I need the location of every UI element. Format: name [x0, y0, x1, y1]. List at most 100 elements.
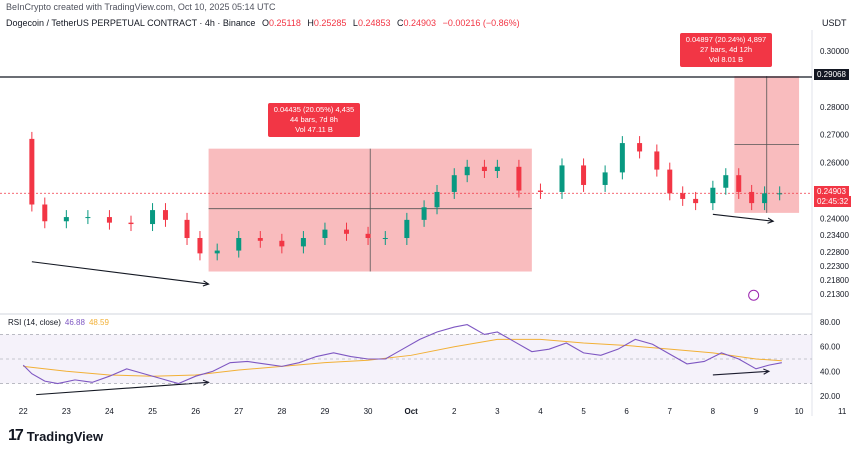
x-tick-label: 22 — [19, 407, 28, 416]
candle-up — [150, 210, 156, 225]
last-price-tag: 0.24903 — [814, 186, 849, 197]
candle-down — [42, 204, 48, 222]
rsi-line — [22, 324, 782, 385]
candle-down — [257, 238, 263, 241]
candle-down — [581, 165, 587, 185]
level-price-tag: 0.29068 — [814, 69, 849, 80]
rsi-tick-label: 20.00 — [820, 392, 841, 401]
x-tick-label: 4 — [538, 407, 543, 416]
x-tick-label: 26 — [191, 407, 200, 416]
candle-down — [680, 193, 686, 199]
candle-down — [516, 166, 522, 191]
candle-down — [537, 190, 543, 192]
candle-up — [494, 166, 500, 171]
price-tick-label: 0.22300 — [820, 262, 849, 271]
change-value: −0.00216 (−0.86%) — [442, 18, 520, 28]
price-tick-label: 0.23400 — [820, 231, 849, 240]
candle-up — [382, 238, 388, 240]
divergence-arrow-1-head — [202, 280, 210, 287]
x-tick-label: 2 — [452, 407, 457, 416]
candle-down — [184, 219, 190, 239]
tradingview-logo[interactable]: 17 TradingView — [8, 427, 103, 445]
candle-up — [300, 238, 306, 247]
candle-down — [106, 217, 112, 223]
x-tick-label: 6 — [624, 407, 629, 416]
candle-down — [736, 175, 742, 192]
rsi-divergence-arrow-2-head — [763, 368, 771, 375]
candle-up — [451, 175, 457, 192]
created-note: BeInCrypto created with TradingView.com,… — [6, 2, 276, 12]
o-label: O — [261, 18, 269, 28]
x-tick-label: 29 — [320, 407, 329, 416]
x-tick-label: 30 — [364, 407, 373, 416]
candle-down — [481, 166, 487, 171]
x-tick-label: 7 — [668, 407, 673, 416]
rsi-tick-label: 40.00 — [820, 367, 841, 376]
price-tick-label: 0.22800 — [820, 248, 849, 257]
measure1-line1: 0.04435 (20.05%) 4,435 — [273, 105, 355, 114]
price-tick-label: 0.26000 — [820, 159, 849, 168]
divergence-arrow-1 — [31, 261, 209, 285]
candle-up — [464, 166, 470, 176]
rsi-divergence-arrow-1-head — [202, 379, 210, 386]
measure1-line3: Vol 47.11 B — [295, 125, 333, 134]
price-tick-label: 0.21800 — [820, 276, 849, 285]
x-tick-label: 28 — [277, 407, 286, 416]
candle-down — [365, 233, 371, 239]
rsi-tick-label: 60.00 — [820, 343, 841, 352]
x-tick-label: 8 — [711, 407, 716, 416]
currency-label: USDT — [822, 18, 847, 28]
x-tick-label: 9 — [754, 407, 759, 416]
x-tick-label: 10 — [795, 407, 804, 416]
rsi-tick-label: 80.00 — [820, 318, 841, 327]
x-tick-label: 25 — [148, 407, 157, 416]
rsi-legend: RSI (14, close) 46.88 48.59 — [8, 318, 109, 327]
candle-up — [619, 143, 625, 173]
rsi-value: 46.88 — [64, 318, 85, 327]
measure2-line2: 27 bars, 4d 12h — [699, 45, 753, 54]
measure1-line2: 44 bars, 7d 8h — [290, 115, 338, 124]
x-tick-label: 3 — [495, 407, 500, 416]
measure2-line1: 0.04897 (20.24%) 4,897 — [685, 35, 767, 44]
tradingview-logo-icon: 17 — [8, 427, 24, 444]
rsi-divergence-arrow-1 — [36, 381, 209, 396]
candle-up — [322, 229, 328, 239]
price-tick-label: 0.24000 — [820, 214, 849, 223]
c-label: C — [397, 18, 404, 28]
rsi-divergence-arrow-2 — [712, 370, 769, 376]
divergence-arrow-2 — [712, 213, 774, 222]
candle-up — [602, 172, 608, 185]
candle-down — [637, 143, 643, 152]
candle-down — [654, 151, 660, 170]
l-value: 0.24853 — [357, 18, 391, 28]
x-tick-label: 11 — [838, 407, 847, 416]
candle-up — [404, 219, 410, 239]
candle-down — [279, 240, 285, 247]
measure2-line3: Vol 8.01 B — [708, 55, 744, 64]
price-tick-label: 0.27000 — [820, 131, 849, 140]
candle-down — [667, 169, 673, 194]
h-label: H — [307, 18, 314, 28]
candle-up — [710, 187, 716, 204]
rsi-ma-value: 48.59 — [88, 318, 109, 327]
measure1-box: 0.04435 (20.05%) 4,435 44 bars, 7d 8h Vo… — [268, 103, 360, 137]
symbol-legend: Dogecoin / TetherUS PERPETUAL CONTRACT ·… — [6, 18, 520, 28]
c-value: 0.24903 — [403, 18, 437, 28]
candle-up — [63, 217, 69, 222]
candle-up — [762, 193, 768, 204]
candle-up — [434, 191, 440, 208]
candle-down — [128, 222, 134, 225]
candle-up — [214, 250, 220, 254]
candle-up — [723, 175, 729, 188]
candle-down — [693, 198, 699, 204]
candle-down — [197, 238, 203, 254]
price-tick-label: 0.28000 — [820, 103, 849, 112]
o-value: 0.25118 — [268, 18, 301, 28]
candle-up — [559, 165, 565, 192]
candle-up — [777, 193, 783, 195]
price-tick-label: 0.30000 — [820, 47, 849, 56]
symbol-title: Dogecoin / TetherUS PERPETUAL CONTRACT ·… — [6, 18, 256, 28]
rsi-title: RSI (14, close) — [8, 318, 61, 327]
h-value: 0.25285 — [313, 18, 347, 28]
